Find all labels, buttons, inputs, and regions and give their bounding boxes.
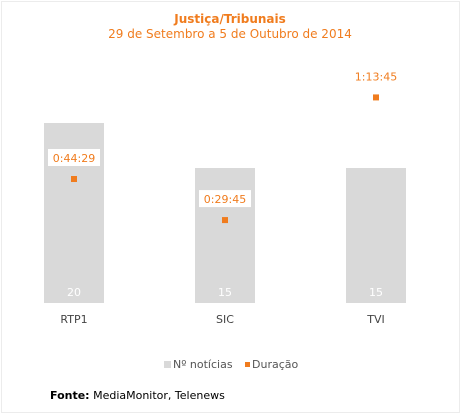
duration-value-label: 0:29:45 (204, 193, 246, 206)
duration-label-bg (199, 190, 251, 208)
bar-value-label: 20 (67, 286, 81, 299)
legend-label-news: Nº notícias (173, 358, 233, 371)
duration-value-label: 0:44:29 (53, 152, 95, 165)
duration-point (222, 217, 228, 224)
duration-value-label: 1:13:45 (355, 70, 397, 83)
duration-label-bg (48, 149, 100, 167)
legend-label-duration: Duração (252, 358, 298, 371)
x-tick-label: RTP1 (60, 313, 87, 326)
source-text: MediaMonitor, Telenews (93, 389, 225, 402)
bar-sic (195, 168, 255, 303)
x-tick-label: SIC (216, 313, 234, 326)
x-tick-label: TVI (366, 313, 385, 326)
chart-title: Justiça/Tribunais (173, 12, 286, 26)
legend-swatch-news (164, 361, 171, 368)
chart-subtitle: 29 de Setembro a 5 de Outubro de 2014 (108, 27, 352, 41)
source-note: Fonte: MediaMonitor, Telenews (50, 389, 225, 402)
bar-tvi (346, 168, 406, 303)
legend-swatch-duration (245, 362, 250, 367)
duration-point (373, 94, 379, 101)
bar-value-label: 15 (369, 286, 383, 299)
duration-point (71, 176, 77, 183)
chart-marks: 20 RTP1 0:44:29 15 SIC 0:29:45 15 TVI 1:13:45 (44, 70, 406, 326)
bar-value-label: 15 (218, 286, 232, 299)
legend: Nº notícias Duração (164, 358, 298, 371)
source-label: Fonte: (50, 389, 90, 402)
